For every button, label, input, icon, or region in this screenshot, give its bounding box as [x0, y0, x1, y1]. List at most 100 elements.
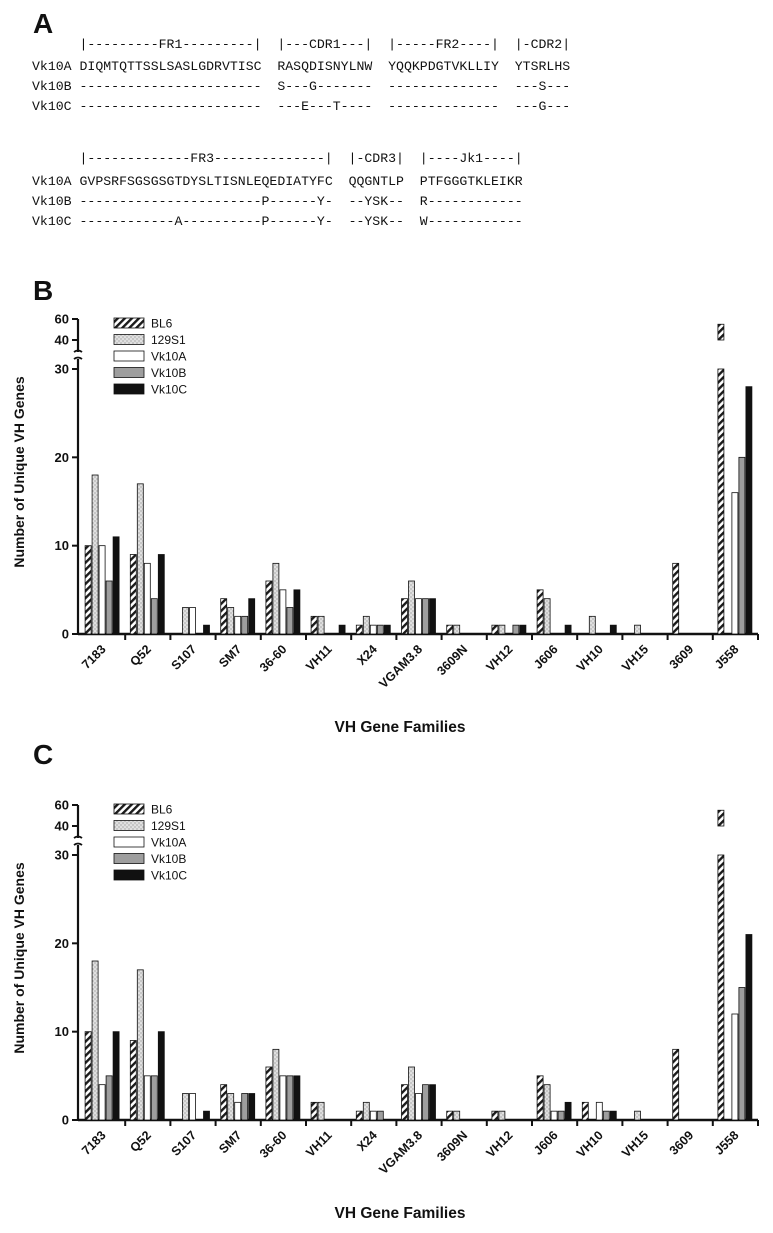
bar-vk10c-s107 — [203, 624, 210, 635]
bar-vk10c-sm7 — [248, 1093, 256, 1121]
bar-vk10a-s107 — [189, 1093, 196, 1121]
bar-vk10b-vh12 — [512, 624, 520, 635]
panel-label-b: B — [33, 275, 54, 306]
x-tick-label: VGAM3.8 — [376, 642, 425, 691]
bar-bl6-j558 — [717, 368, 725, 635]
alignment-block-1: |---------FR1---------| |---CDR1---| |--… — [32, 37, 570, 114]
bar-vk10a-36-60 — [279, 1075, 287, 1121]
bar-129s1-j606 — [543, 1084, 551, 1121]
bar-bl6-x24 — [355, 1110, 363, 1121]
y-tick-label: 10 — [55, 538, 69, 553]
chart-legend: BL6 129S1 Vk10A Vk10B Vk10C — [113, 803, 187, 883]
bar-129s1-36-60 — [272, 1048, 280, 1121]
bar-129s1-sm7 — [227, 1093, 235, 1121]
bar-129s1-vh15 — [634, 624, 641, 635]
bar-129s1-vgam38 — [408, 580, 415, 635]
legend-label-bl6: BL6 — [151, 317, 173, 331]
legend-swatch-vk10c — [113, 869, 145, 881]
x-tick-label: J558 — [712, 642, 742, 672]
x-tick-label: VH12 — [484, 1128, 516, 1160]
bar-bl6-j558-upper — [717, 809, 725, 827]
legend-swatch-vk10c — [113, 383, 145, 395]
bar-vk10c-q52 — [157, 1031, 165, 1121]
alignment-header-1: |---------FR1---------| |---CDR1---| |--… — [32, 37, 570, 52]
x-tick-label: VGAM3.8 — [376, 1128, 425, 1177]
bar-vk10b-x24 — [376, 1110, 384, 1121]
bar-vk10b-7183 — [105, 580, 113, 635]
bar-vk10a-s107 — [189, 607, 196, 635]
legend-label-129s1: 129S1 — [151, 333, 186, 347]
x-tick-label: J558 — [712, 1128, 742, 1158]
x-tick-label: 3609 — [667, 642, 697, 672]
x-axis-label: VH Gene Families — [335, 719, 466, 736]
bar-129s1-sm7 — [227, 607, 235, 635]
chart-bars — [84, 809, 753, 1121]
bar-vk10b-x24 — [376, 624, 384, 635]
bar-vk10c-vgam38 — [429, 598, 436, 635]
bar-vk10b-sm7 — [241, 1093, 249, 1121]
sequence-alignment: |---------FR1---------| |---CDR1---| |--… — [32, 37, 570, 229]
bar-vk10a-vgam38 — [415, 1093, 422, 1121]
x-tick-label: 7183 — [79, 642, 109, 672]
bar-bl6-vh11 — [310, 1101, 318, 1121]
x-tick-label: VH11 — [303, 642, 335, 674]
bar-bl6-3609n — [446, 624, 454, 635]
bar-vk10c-j558 — [745, 386, 753, 635]
bar-129s1-j606 — [543, 598, 551, 635]
bar-vk10b-vgam38 — [422, 1084, 429, 1121]
y-tick-label: 60 — [55, 798, 69, 813]
x-tick-label: J606 — [531, 642, 561, 672]
x-tick-label: VH15 — [619, 1128, 651, 1160]
bar-bl6-q52 — [129, 1040, 137, 1121]
bar-bl6-sm7 — [220, 598, 228, 635]
bar-129s1-3609n — [453, 1110, 461, 1121]
panel-label-c: C — [33, 739, 54, 770]
legend-label-vk10b: Vk10B — [151, 852, 186, 866]
alignment-row: Vk10C ------------A----------P------Y- -… — [32, 214, 523, 229]
bar-vk10a-36-60 — [279, 589, 287, 635]
bar-vk10c-j606 — [564, 624, 572, 635]
bar-bl6-j606 — [536, 589, 544, 635]
bar-vk10a-x24 — [369, 624, 377, 635]
bar-bl6-vgam38 — [401, 1084, 408, 1121]
bar-bl6-vh12 — [491, 624, 499, 635]
y-axis-label: Number of Unique VH Genes — [11, 376, 27, 568]
bar-vk10c-36-60 — [293, 1075, 301, 1121]
bar-bl6-36-60 — [265, 1066, 273, 1121]
bar-vk10c-7183 — [112, 536, 120, 635]
bar-vk10a-j558 — [731, 1013, 739, 1121]
x-tick-label: J606 — [531, 1128, 561, 1158]
bar-vk10a-q52 — [143, 1075, 151, 1121]
bar-bl6-j606 — [536, 1075, 544, 1121]
bar-vk10b-j558 — [738, 456, 746, 635]
bar-vk10c-vh11 — [338, 624, 346, 635]
bar-vk10c-vh10 — [609, 624, 617, 635]
bar-vk10c-7183 — [112, 1031, 120, 1121]
y-axis-label: Number of Unique VH Genes — [11, 862, 27, 1054]
bar-bl6-vh12 — [491, 1110, 499, 1121]
x-axis-label: VH Gene Families — [335, 1205, 466, 1222]
bar-vk10c-vh12 — [519, 624, 527, 635]
bar-129s1-36-60 — [272, 562, 280, 635]
x-tick-label: Q52 — [127, 1128, 154, 1155]
x-tick-label: SM7 — [216, 1128, 244, 1156]
bar-vk10b-vh10 — [602, 1110, 610, 1121]
legend-swatch-129s1 — [113, 820, 145, 831]
x-tick-label: X24 — [354, 1128, 380, 1154]
bar-vk10c-sm7 — [248, 598, 256, 635]
bar-bl6-vh11 — [310, 615, 318, 635]
y-tick-label: 0 — [62, 627, 69, 642]
chart-panel-c: Number of Unique VH Genes VH Gene Famili… — [11, 798, 759, 1222]
x-tick-label: X24 — [354, 642, 380, 668]
alignment-header-2: |-------------FR3--------------| |-CDR3|… — [32, 151, 523, 166]
bar-129s1-x24 — [362, 1101, 370, 1121]
bar-129s1-vh10 — [588, 615, 596, 635]
y-tick-label: 20 — [55, 936, 69, 951]
bar-bl6-q52 — [129, 554, 137, 635]
legend-swatch-vk10b — [113, 367, 145, 378]
x-tick-label: 3609 — [667, 1128, 697, 1158]
chart-legend: BL6 129S1 Vk10A Vk10B Vk10C — [113, 317, 187, 397]
x-tick-label: 36-60 — [257, 1128, 290, 1161]
bar-vk10a-7183 — [98, 545, 106, 635]
bar-bl6-3609 — [672, 562, 680, 635]
